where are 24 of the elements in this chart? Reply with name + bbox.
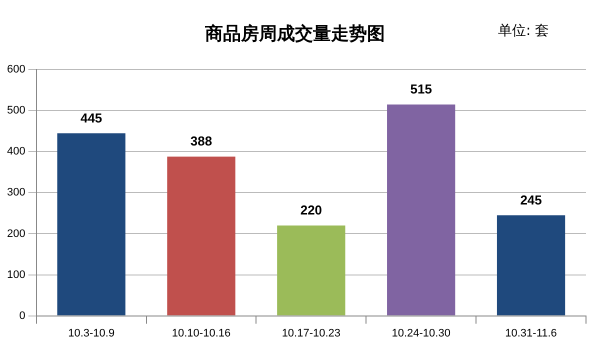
bar xyxy=(387,104,456,316)
y-tick-label: 200 xyxy=(6,228,26,240)
data-label: 388 xyxy=(190,134,212,149)
x-tick-label: 10.3-10.9 xyxy=(68,327,115,340)
text: 单位: 套 xyxy=(498,22,550,40)
bar xyxy=(57,133,126,316)
y-tick-label: 600 xyxy=(6,64,26,76)
y-tick-label: 300 xyxy=(6,186,26,199)
y-tick-label: 500 xyxy=(6,104,26,117)
x-tick-label: 10.10-10.16 xyxy=(172,327,231,340)
x-tick-label: 10.17-10.23 xyxy=(282,327,341,340)
data-label: 245 xyxy=(520,192,542,208)
bar xyxy=(277,226,346,316)
chart-title: 商品房周成交量走势图 xyxy=(204,23,385,44)
bar xyxy=(167,156,236,316)
x-tick-label: 10.31-11.6 xyxy=(505,327,557,340)
x-tick-label: 10.24-10.30 xyxy=(392,327,450,340)
data-label: 515 xyxy=(410,82,432,97)
y-tick-label: 100 xyxy=(6,268,26,281)
data-label: 220 xyxy=(300,202,322,218)
y-tick-label: 0 xyxy=(19,310,26,322)
y-tick-label: 400 xyxy=(6,146,26,158)
data-label: 445 xyxy=(80,110,102,126)
bar xyxy=(496,215,566,316)
